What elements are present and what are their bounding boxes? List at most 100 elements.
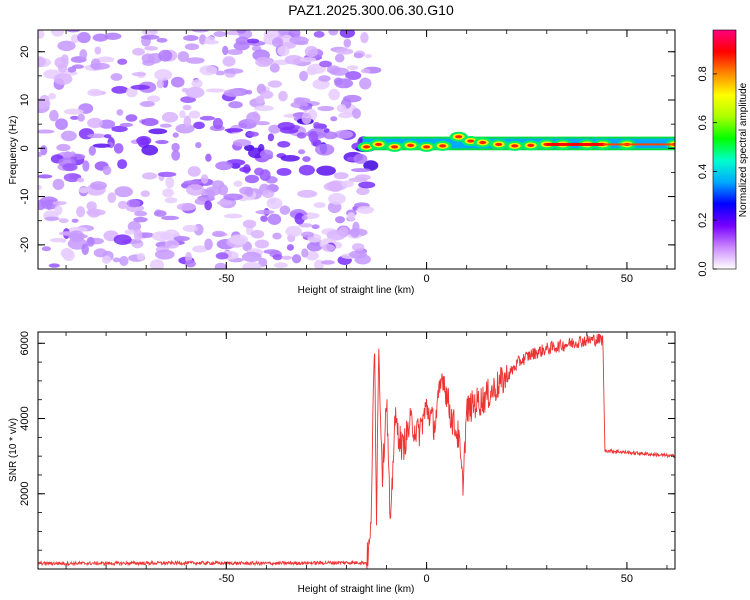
noise-blob bbox=[165, 176, 175, 189]
noise-blob bbox=[297, 149, 306, 155]
noise-blob bbox=[164, 239, 180, 249]
noise-blob bbox=[363, 160, 379, 171]
noise-blob bbox=[351, 108, 361, 119]
noise-blob bbox=[76, 206, 86, 218]
noise-blob bbox=[148, 128, 168, 135]
noise-blob bbox=[254, 239, 270, 249]
noise-blob bbox=[356, 205, 375, 214]
noise-blob bbox=[185, 184, 205, 196]
noise-blob bbox=[77, 113, 85, 122]
noise-blob bbox=[113, 234, 132, 245]
noise-blob bbox=[326, 230, 346, 241]
noise-blob bbox=[345, 71, 362, 81]
spectrogram-panel: -50 0 50 20 10 0 -10 -20 Height of straight lin… bbox=[8, 29, 676, 296]
noise-blob bbox=[277, 121, 295, 131]
y-tick-label: 10 bbox=[19, 94, 31, 106]
noise-blob bbox=[232, 139, 252, 147]
noise-blob bbox=[199, 115, 216, 121]
noise-blob bbox=[360, 68, 371, 74]
noise-blob bbox=[272, 253, 283, 261]
noise-blob bbox=[323, 128, 330, 133]
noise-blob bbox=[147, 95, 161, 103]
noise-blob bbox=[38, 30, 45, 39]
noise-blob bbox=[272, 232, 282, 240]
noise-blob bbox=[299, 57, 317, 63]
x-tick-label: 50 bbox=[621, 573, 633, 585]
noise-blob bbox=[228, 101, 243, 109]
y-tick-label: -10 bbox=[19, 189, 31, 205]
noise-blob bbox=[38, 184, 42, 190]
noise-blob bbox=[291, 254, 302, 264]
noise-blob bbox=[350, 168, 371, 173]
noise-blob bbox=[162, 188, 174, 198]
noise-blob bbox=[140, 34, 160, 40]
noise-blob bbox=[57, 40, 76, 52]
noise-blob bbox=[53, 73, 73, 85]
noise-blob bbox=[277, 30, 290, 36]
noise-blob bbox=[298, 105, 313, 111]
noise-blob bbox=[255, 121, 270, 126]
noise-blob bbox=[213, 31, 227, 37]
noise-blob bbox=[58, 218, 69, 224]
noise-blob bbox=[259, 149, 274, 159]
noise-blob bbox=[319, 60, 332, 68]
noise-blob bbox=[255, 209, 275, 215]
noise-blob bbox=[156, 37, 168, 43]
spectrogram-frame bbox=[37, 29, 676, 270]
noise-blob bbox=[194, 198, 208, 205]
noise-blob bbox=[286, 244, 294, 251]
noise-blob bbox=[110, 73, 123, 81]
noise-blob bbox=[93, 248, 108, 258]
noise-blob bbox=[289, 36, 309, 45]
noise-blob bbox=[218, 184, 229, 196]
noise-blob bbox=[78, 187, 90, 194]
noise-blob bbox=[155, 140, 169, 145]
noise-blob bbox=[139, 101, 155, 108]
noise-blob bbox=[260, 90, 274, 99]
noise-blob bbox=[301, 248, 309, 258]
noise-blob bbox=[63, 172, 82, 183]
noise-blob bbox=[134, 210, 148, 217]
noise-blob bbox=[360, 32, 369, 44]
noise-blob bbox=[87, 88, 103, 97]
noise-blob bbox=[192, 30, 209, 33]
colorbar-scale bbox=[712, 29, 737, 270]
x-tick-label: 50 bbox=[621, 273, 633, 285]
snr-axes: -50 0 50 2000 4000 6000 bbox=[19, 331, 675, 585]
noise-blob bbox=[141, 118, 159, 127]
noise-blob bbox=[222, 45, 229, 56]
spectrogram-xlabel: Height of straight line (km) bbox=[298, 285, 415, 296]
noise-blob bbox=[52, 178, 65, 191]
noise-blob bbox=[313, 121, 320, 127]
snr-series-line bbox=[38, 333, 675, 569]
noise-blob bbox=[183, 115, 192, 128]
noise-blob bbox=[297, 189, 318, 198]
noise-blob bbox=[60, 130, 77, 142]
spectrogram-ylabel: Frequency (Hz) bbox=[8, 116, 19, 185]
noise-blob bbox=[107, 192, 117, 204]
signal-peak-core bbox=[527, 143, 535, 147]
noise-blob bbox=[161, 215, 179, 221]
noise-blob bbox=[250, 229, 265, 239]
noise-blob bbox=[351, 243, 365, 252]
noise-blob bbox=[133, 216, 148, 223]
noise-blob bbox=[183, 34, 199, 41]
noise-blob bbox=[228, 234, 249, 245]
noise-blob bbox=[308, 130, 319, 143]
noise-blob bbox=[301, 112, 312, 125]
noise-blob bbox=[246, 111, 261, 124]
noise-blob bbox=[222, 56, 236, 67]
noise-blob bbox=[113, 143, 124, 154]
noise-blob bbox=[299, 70, 309, 82]
snr-ylabel: SNR (10 * v/v) bbox=[8, 418, 19, 482]
noise-blob bbox=[67, 66, 77, 73]
noise-blob bbox=[355, 174, 371, 181]
noise-blob bbox=[136, 135, 152, 146]
noise-blob bbox=[335, 48, 354, 55]
noise-blob bbox=[258, 257, 268, 267]
noise-blob bbox=[346, 65, 359, 71]
noise-blob bbox=[144, 46, 159, 51]
noise-blob bbox=[54, 204, 63, 216]
noise-blob bbox=[330, 116, 338, 122]
x-tick-label: 0 bbox=[424, 273, 430, 285]
